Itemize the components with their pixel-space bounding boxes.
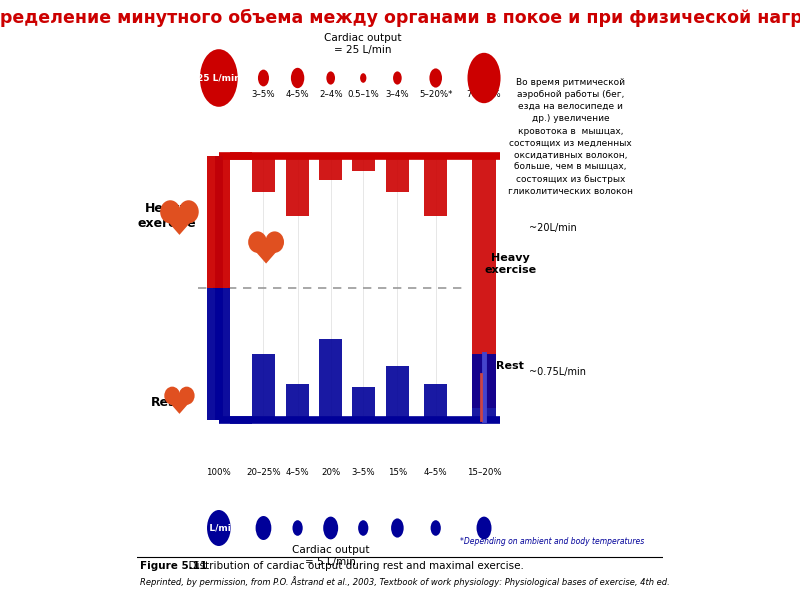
Text: 20–25%: 20–25% (246, 468, 281, 477)
Ellipse shape (178, 386, 194, 405)
Text: 4–5%: 4–5% (286, 90, 310, 99)
Ellipse shape (393, 71, 402, 85)
Ellipse shape (291, 68, 304, 88)
Text: Cardiac output
= 25 L/min: Cardiac output = 25 L/min (325, 33, 402, 55)
Bar (386, 156, 409, 192)
Bar (352, 156, 374, 171)
Text: 25 L/min: 25 L/min (197, 73, 241, 82)
Text: 5–20%*: 5–20%* (419, 90, 452, 99)
Text: 70–85%: 70–85% (466, 90, 502, 99)
Text: Distribution of cardiac output during rest and maximal exercise.: Distribution of cardiac output during re… (182, 561, 524, 571)
Ellipse shape (164, 386, 180, 405)
Text: 5 L/min: 5 L/min (200, 523, 238, 533)
Text: Во время ритмической
аэробной работы (бег,
езда на велосипеде и
др.) увеличение
: Во время ритмической аэробной работы (бе… (508, 78, 633, 196)
Bar (319, 156, 342, 180)
Text: 4–5%: 4–5% (286, 468, 310, 477)
Ellipse shape (178, 200, 198, 223)
Text: ~0.75L/min: ~0.75L/min (529, 367, 586, 377)
Ellipse shape (430, 520, 441, 536)
Bar (352, 387, 374, 420)
Bar (473, 156, 495, 408)
Text: 3–5%: 3–5% (252, 90, 275, 99)
Text: 20%: 20% (321, 468, 340, 477)
Text: Rest: Rest (150, 395, 182, 409)
Ellipse shape (391, 518, 404, 538)
Ellipse shape (255, 516, 271, 540)
Ellipse shape (160, 200, 180, 223)
Ellipse shape (266, 232, 284, 253)
Text: *Depending on ambient and body temperatures: *Depending on ambient and body temperatu… (460, 537, 645, 546)
Bar (473, 354, 495, 420)
Text: 100%: 100% (206, 468, 231, 477)
Text: Reprinted, by permission, from P.O. Åstrand et al., 2003, Textbook of work physi: Reprinted, by permission, from P.O. Åstr… (140, 576, 670, 587)
Ellipse shape (360, 73, 366, 83)
Bar (424, 156, 447, 216)
Bar (207, 156, 230, 288)
Ellipse shape (323, 517, 338, 539)
Text: 0.5–1%: 0.5–1% (347, 90, 379, 99)
Bar (319, 339, 342, 420)
Ellipse shape (358, 520, 368, 536)
Ellipse shape (248, 232, 267, 253)
Ellipse shape (293, 520, 302, 536)
Ellipse shape (430, 68, 442, 88)
Text: 15%: 15% (388, 468, 407, 477)
Bar (207, 288, 230, 420)
Text: 4–5%: 4–5% (424, 468, 447, 477)
Polygon shape (161, 214, 198, 235)
Text: 3–4%: 3–4% (386, 90, 409, 99)
Ellipse shape (477, 517, 491, 539)
Text: 2–4%: 2–4% (319, 90, 342, 99)
Bar (252, 156, 275, 192)
Bar (252, 354, 275, 420)
Bar (386, 366, 409, 420)
Text: 15–20%: 15–20% (466, 468, 502, 477)
Text: Cardiac output
= 5 L/min: Cardiac output = 5 L/min (292, 545, 370, 567)
Text: Heavy
exercise: Heavy exercise (484, 253, 536, 275)
Ellipse shape (326, 71, 335, 85)
Text: ~20L/min: ~20L/min (529, 223, 577, 233)
Ellipse shape (467, 53, 501, 103)
Text: Heavy
exercise: Heavy exercise (137, 202, 196, 230)
Text: Распределение минутного объема между органами в покое и при физической нагрузке: Распределение минутного объема между орг… (0, 9, 800, 27)
Text: Rest: Rest (496, 361, 524, 371)
Ellipse shape (207, 510, 230, 546)
Ellipse shape (200, 49, 238, 107)
Polygon shape (165, 397, 194, 414)
Text: 100%: 100% (206, 90, 231, 99)
Polygon shape (249, 244, 283, 263)
Bar (286, 384, 309, 420)
Bar (286, 156, 309, 216)
Bar (424, 384, 447, 420)
Ellipse shape (258, 70, 269, 86)
Text: Figure 5.11: Figure 5.11 (140, 561, 207, 571)
Text: 3–5%: 3–5% (351, 468, 375, 477)
